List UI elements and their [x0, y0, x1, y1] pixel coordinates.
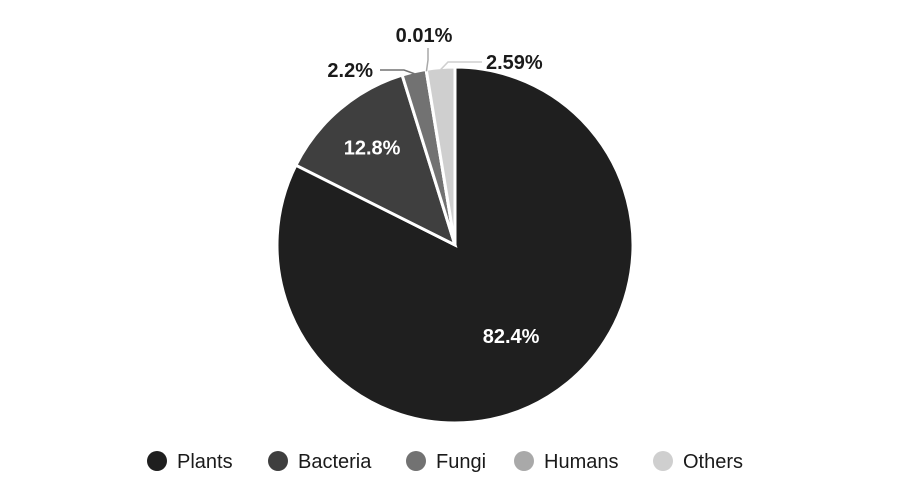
data-labels: 82.4% 12.8% 2.2% 0.01% 2.59% [327, 25, 543, 348]
leader-line-fungi [380, 69, 415, 75]
legend-item-plants: Plants [147, 451, 233, 473]
legend-item-bacteria: Bacteria [268, 451, 372, 473]
legend-marker-plants [147, 451, 167, 471]
legend-label-fungi: Fungi [436, 451, 486, 473]
data-label-fungi: 2.2% [327, 60, 373, 82]
data-label-bacteria: 12.8% [344, 137, 401, 159]
legend-marker-others [653, 451, 673, 471]
legend-item-others: Others [653, 451, 743, 473]
legend-label-bacteria: Bacteria [298, 451, 372, 473]
legend-item-fungi: Fungi [406, 451, 486, 473]
legend-marker-fungi [406, 451, 426, 471]
leader-line-others [440, 61, 482, 71]
data-label-humans: 0.01% [396, 25, 453, 47]
legend-label-others: Others [683, 451, 743, 473]
leader-lines [380, 48, 482, 75]
leader-line-humans [425, 48, 429, 72]
data-label-plants: 82.4% [483, 326, 540, 348]
legend-marker-bacteria [268, 451, 288, 471]
legend: Plants Bacteria Fungi Humans Others [147, 451, 743, 473]
legend-marker-humans [514, 451, 534, 471]
data-label-others: 2.59% [486, 52, 543, 74]
legend-label-plants: Plants [177, 451, 233, 473]
pie-slices [275, 65, 635, 425]
legend-label-humans: Humans [544, 451, 618, 473]
legend-item-humans: Humans [514, 451, 618, 473]
